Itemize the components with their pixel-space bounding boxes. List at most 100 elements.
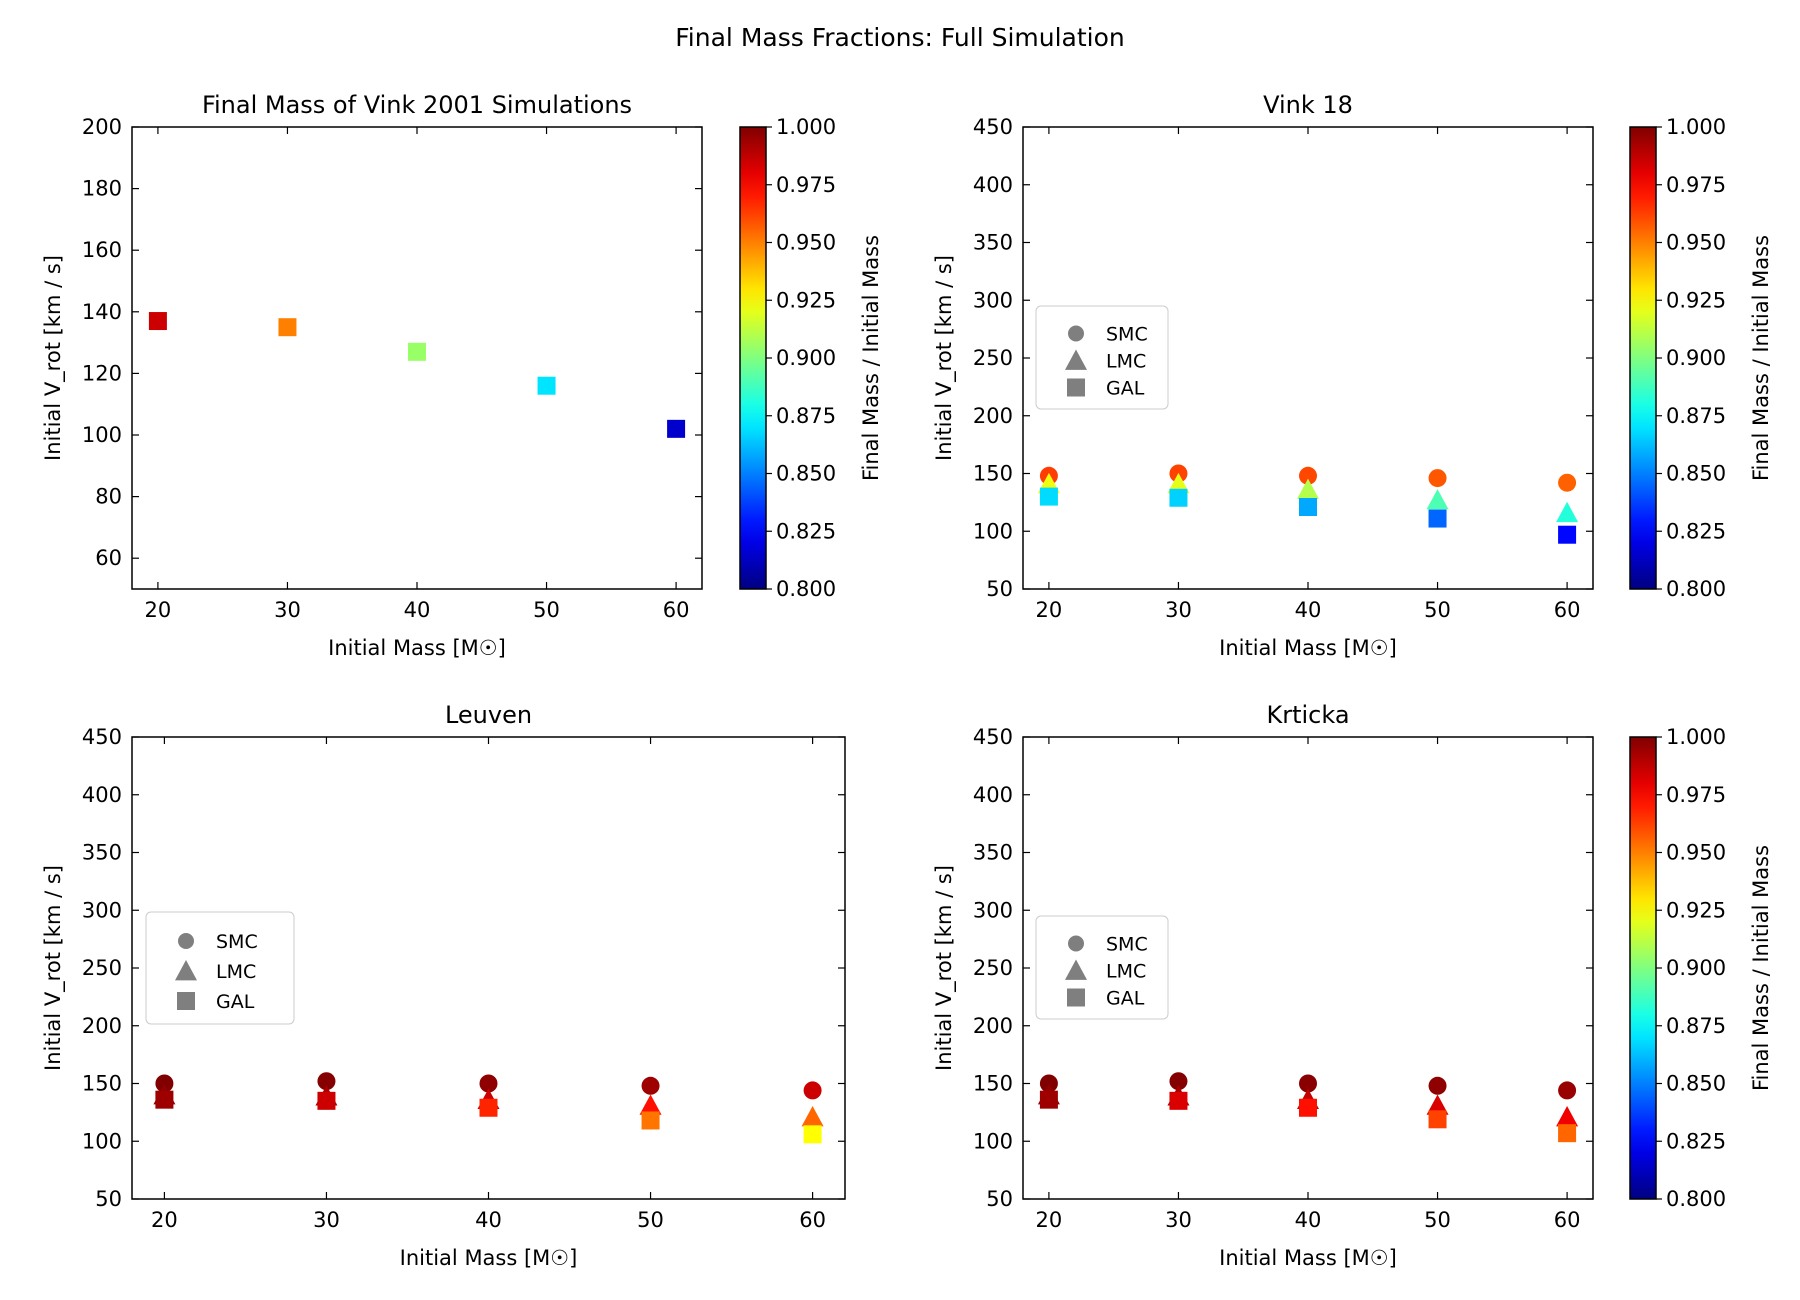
- colorbar-tick-label: 0.950: [1666, 841, 1726, 865]
- lmc-triangle-point: [1426, 1094, 1449, 1115]
- colorbar-tick-label: 0.875: [776, 404, 836, 428]
- x-tick-label: 20: [151, 1208, 178, 1232]
- colorbar-tick-label: 1.000: [776, 115, 836, 139]
- y-tick-label: 100: [82, 1129, 122, 1153]
- legend-label-lmc: LMC: [1106, 351, 1146, 373]
- smc-circle-point: [1039, 1074, 1058, 1093]
- legend-label-gal: GAL: [1106, 378, 1145, 400]
- colorbar-tick-label: 1.000: [1666, 115, 1726, 139]
- gal-square-point: [1299, 1098, 1317, 1117]
- data-points: [1037, 464, 1579, 544]
- gal-square-point: [479, 1098, 498, 1117]
- x-tick-label: 40: [1295, 598, 1322, 622]
- subplot-title: Krticka: [1266, 701, 1349, 729]
- y-tick-label: 100: [82, 423, 122, 447]
- gal-square-point: [155, 1090, 174, 1109]
- x-tick-label: 20: [145, 598, 172, 622]
- figure-suptitle: Final Mass Fractions: Full Simulation: [675, 23, 1125, 52]
- colorbar-tick-label: 1.000: [1666, 725, 1726, 749]
- legend-label-gal: GAL: [1106, 988, 1145, 1010]
- subplot-2: Vink 18 20 30 40 50 60 50 100 150 200 250 300 350 400…: [932, 91, 1773, 660]
- y-tick-label: 100: [973, 1129, 1013, 1153]
- y-tick-label: 400: [82, 783, 122, 807]
- y-tick-label: 250: [973, 346, 1013, 370]
- gal-square-point: [803, 1125, 822, 1144]
- colorbar-tick-label: 0.925: [776, 288, 836, 312]
- y-tick-label: 400: [973, 173, 1013, 197]
- smc-circle-point: [1169, 1072, 1188, 1091]
- y-tick-label: 350: [973, 231, 1013, 255]
- x-tick-label: 30: [1165, 1208, 1192, 1232]
- legend-label-smc: SMC: [216, 931, 258, 953]
- lmc-triangle-point: [1297, 478, 1319, 500]
- colorbar-tick-label: 0.875: [1666, 1014, 1726, 1038]
- colorbar-tick-label: 0.950: [1666, 231, 1726, 255]
- y-tick-label: 300: [973, 288, 1013, 312]
- smc-circle-point: [1428, 469, 1447, 488]
- legend-label-lmc: LMC: [216, 961, 256, 983]
- colorbar-tick-label: 0.800: [776, 577, 836, 601]
- legend-marker-gal: [1067, 378, 1085, 397]
- x-axis-label: Initial Mass [M☉]: [328, 636, 506, 660]
- subplot-title: Final Mass of Vink 2001 Simulations: [202, 91, 632, 119]
- lmc-triangle-point: [639, 1094, 662, 1115]
- y-tick-label: 200: [82, 1014, 122, 1038]
- smc-circle-point: [641, 1076, 660, 1095]
- x-axis-label: Initial Mass [M☉]: [400, 1246, 578, 1270]
- x-tick-label: 50: [637, 1208, 664, 1232]
- x-tick-label: 40: [1295, 1208, 1322, 1232]
- smc-circle-point: [155, 1074, 174, 1093]
- legend: SMC LMC GAL: [1035, 305, 1169, 410]
- colorbar-tick-label: 0.850: [776, 462, 836, 486]
- legend-box: [1035, 915, 1169, 1020]
- x-tick-label: 50: [1424, 598, 1451, 622]
- data-points: [153, 1072, 824, 1144]
- y-tick-label: 160: [82, 238, 122, 262]
- colorbar-tick-label: 0.900: [1666, 346, 1726, 370]
- x-tick-label: 60: [663, 598, 690, 622]
- data-points: [1037, 1072, 1579, 1143]
- y-tick-label: 450: [82, 725, 122, 749]
- legend-label-smc: SMC: [1106, 324, 1148, 346]
- lmc-triangle-point: [1426, 489, 1449, 510]
- smc-circle-point: [479, 1074, 498, 1093]
- y-tick-label: 200: [973, 404, 1013, 428]
- colorbar-tick-label: 0.825: [1666, 519, 1726, 543]
- x-axis-label: Initial Mass [M☉]: [1219, 636, 1397, 660]
- y-tick-label: 250: [973, 956, 1013, 980]
- gal-square-point: [1039, 1090, 1058, 1109]
- subplot-4: Krticka 20 30 40 50 60 50 100 150 200 250 300 350 400…: [932, 701, 1773, 1270]
- legend: SMC LMC GAL: [145, 911, 295, 1025]
- colorbar-tick-label: 0.825: [1666, 1129, 1726, 1153]
- colorbar-tick-label: 0.975: [1666, 783, 1726, 807]
- colorbar: 0.800 0.825 0.850 0.875 0.900 0.925 0.950 0.975…: [739, 115, 883, 601]
- colorbar-label: Final Mass / Initial Mass: [859, 235, 883, 481]
- lmc-triangle-point: [1167, 472, 1190, 494]
- y-tick-label: 50: [986, 577, 1013, 601]
- y-tick-label: 250: [82, 956, 122, 980]
- gal-square-point: [1558, 525, 1577, 544]
- gal-square-point: [1558, 1124, 1577, 1143]
- x-tick-label: 30: [313, 1208, 340, 1232]
- x-tick-label: 30: [1165, 598, 1192, 622]
- legend-marker-gal: [177, 992, 195, 1010]
- colorbar-tick-label: 0.950: [776, 231, 836, 255]
- colorbar-tick-label: 0.975: [776, 173, 836, 197]
- legend-label-gal: GAL: [216, 991, 255, 1013]
- x-axis-label: Initial Mass [M☉]: [1219, 1246, 1397, 1270]
- subplot-3: Leuven 20 30 40 50 60 50 100 150 200 250 300 350 400 4…: [41, 701, 846, 1270]
- colorbar-gradient: [1629, 126, 1657, 590]
- gal-square-point: [1169, 488, 1188, 507]
- square-point: [148, 312, 167, 331]
- colorbar-tick-label: 0.800: [1666, 577, 1726, 601]
- x-tick-label: 40: [475, 1208, 502, 1232]
- smc-circle-point: [803, 1081, 822, 1100]
- x-tick-label: 60: [1554, 1208, 1581, 1232]
- y-tick-label: 200: [82, 115, 122, 139]
- y-tick-label: 100: [973, 519, 1013, 543]
- y-tick-label: 120: [82, 361, 122, 385]
- x-tick-label: 60: [799, 1208, 826, 1232]
- colorbar-label: Final Mass / Initial Mass: [1749, 845, 1773, 1091]
- colorbar-tick-label: 0.900: [1666, 956, 1726, 980]
- y-axis-label: Initial V_rot [km / s]: [41, 255, 66, 461]
